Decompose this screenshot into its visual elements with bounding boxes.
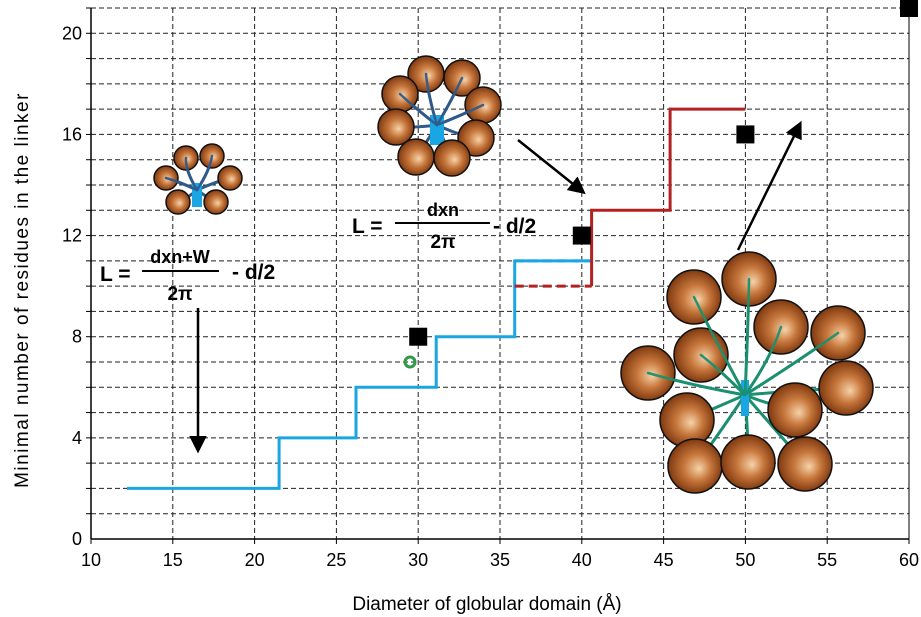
globular-domain-sphere [818,360,874,416]
x-axis-title: Diameter of globular domain (Å) [352,594,621,615]
linker-strand-front [743,277,751,397]
square-marker [900,0,918,17]
formula-medium-denominator: 2π [430,232,456,253]
globular-domain-sphere [777,436,833,492]
formula-medium-numerator: dxn [427,200,459,220]
square-marker [409,327,428,346]
globular-domain-sphere [217,165,243,191]
linker-strand-front [424,72,439,127]
x-tick-label: 25 [326,550,346,570]
illustration-large-complex [620,251,874,494]
series-layer [127,107,746,490]
tick-labels: 10 15 20 25 30 35 40 45 50 55 60 0 4 8 12 16 20 [62,23,919,570]
series-line-0 [127,259,592,490]
globular-domain-sphere [377,108,415,146]
y-tick-label: 12 [62,226,82,246]
globular-domain-sphere [767,382,823,438]
formula-medium-tail: - d/2 [493,215,536,238]
formula-small-tail: - d/2 [232,261,275,284]
y-tick-label: 16 [62,124,82,144]
linker-strand-front [184,156,199,192]
formula-medium: L = dxn 2π - d/2 [352,200,536,253]
core-rect [430,115,444,145]
illustration-medium-complex [377,55,502,177]
x-tick-label: 35 [490,550,510,570]
core-rect [192,183,202,207]
x-tick-label: 10 [81,550,101,570]
linker-strand-front [398,92,439,127]
linker-strand-front [699,353,747,397]
y-axis-title: Minimal number of residues in the linker [12,92,33,488]
linker-strand-front [435,76,464,127]
x-tick-label: 30 [408,550,428,570]
linker-strand-front [692,295,747,397]
x-tick-label: 55 [817,550,837,570]
markers [403,0,918,369]
x-tick-label: 45 [654,550,674,570]
x-tick-label: 60 [899,550,919,570]
linker-strand-front [743,331,840,397]
globular-domain-sphere [667,438,723,494]
globular-domain-sphere [720,434,776,490]
square-marker [736,125,755,144]
formula-small: L = dxn+W 2π - d/2 [100,247,275,305]
x-tick-label: 20 [245,550,265,570]
formula-medium-lhs: L = [352,215,383,238]
arrow-large-to-marker [736,120,802,251]
circle-marker [403,355,417,369]
series-line-3 [590,107,746,287]
linker-strand-front [646,371,747,397]
x-tick-label: 40 [572,550,592,570]
illustration-small-complex [153,143,243,215]
globular-domain-sphere [659,392,715,448]
x-tick-label: 50 [735,550,755,570]
globular-domain-sphere [397,138,435,176]
core-rect [741,380,749,416]
globular-domain-sphere [165,189,191,215]
square-marker [572,226,591,245]
globular-domain-sphere [203,189,229,215]
formula-small-denominator: 2π [167,284,193,305]
formula-small-numerator: dxn+W [150,247,210,267]
axes [86,7,910,544]
linker-strand-front [164,176,199,192]
annotation-arrows [189,120,802,454]
linker-strand-front [195,154,214,192]
x-tick-label: 15 [163,550,183,570]
linker-strand-front [435,103,485,127]
formula-small-lhs: L = [100,263,131,286]
arrow-medium-to-line [517,139,586,195]
globular-domain-sphere [433,139,471,177]
linker-strand-front [743,325,783,397]
y-tick-label: 20 [62,23,82,43]
y-tick-label: 0 [72,529,82,549]
y-tick-label: 4 [72,428,82,448]
y-tick-label: 8 [72,327,82,347]
